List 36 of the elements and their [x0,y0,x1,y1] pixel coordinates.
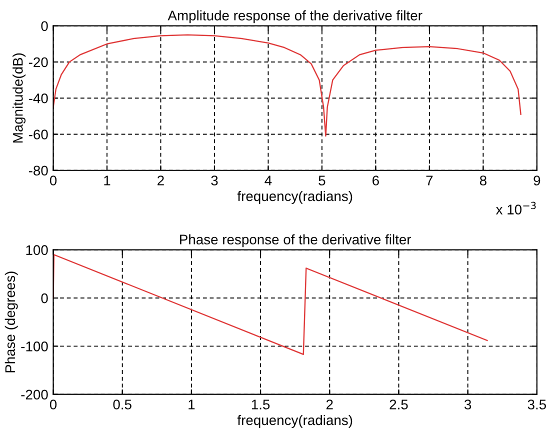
y-tick-label: -40 [28,93,48,104]
line-series [53,34,522,137]
x-tick-label: 1 [104,176,110,186]
x-axis-title: frequency(radians) [237,414,352,428]
x-axis-title: frequency(radians) [237,190,352,204]
x-tick-label: 0.5 [113,400,132,410]
y-tick-label: -200 [21,390,48,400]
x-tick-label: 3.5 [528,400,546,410]
y-tick-label: -20 [28,57,48,68]
y-tick-label: -60 [28,130,48,140]
y-tick-label: 0 [41,293,48,304]
y-tick-label: 0 [41,21,48,32]
x-tick-label: 2 [326,400,333,410]
x-tick-label: 8 [480,176,486,186]
chart-title: Phase response of the derivative filter [180,234,412,248]
y-tick-label: 100 [26,245,48,256]
y-tick-label: -100 [21,342,48,352]
x-tick-label: 4 [264,176,272,186]
x-tick-label: 9 [534,176,540,186]
x-tick-label: 0 [50,176,57,186]
line-series [53,254,488,356]
x-tick-label: 3 [211,176,218,186]
x-tick-label: 7 [426,176,433,186]
x-tick-label: 2.5 [390,400,408,410]
y-axis-title: Magnitude(dB) [12,53,26,143]
x-tick-label: 1.5 [252,400,270,410]
x-tick-label: 2 [158,176,164,186]
text: x 10$^{−3}$ [496,202,536,214]
y-axis-title: Phase (degrees) [4,272,18,372]
x-tick-label: 1 [188,400,195,410]
x-tick-label: 0 [50,400,57,410]
x-tick-label: 3 [464,400,472,410]
x-tick-label: 5 [318,176,326,186]
y-tick-label: -80 [28,166,48,176]
chart-title: Amplitude response of the derivative filter [168,10,422,24]
x-tick-label: 6 [372,176,379,186]
